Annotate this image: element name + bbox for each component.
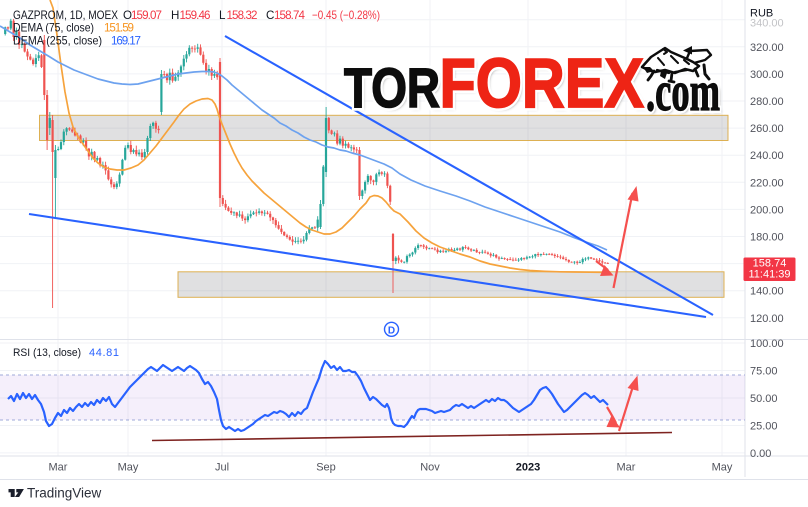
- svg-text:300.00: 300.00: [750, 69, 784, 81]
- svg-text:0.00: 0.00: [750, 448, 771, 460]
- svg-text:TOR: TOR: [347, 59, 443, 122]
- svg-text:11:41:39: 11:41:39: [748, 269, 790, 281]
- svg-text:140.00: 140.00: [750, 286, 784, 298]
- svg-text:340.00: 340.00: [750, 18, 784, 30]
- svg-text:C: C: [266, 9, 274, 22]
- svg-text:RSI (13, close): RSI (13, close): [13, 347, 81, 359]
- svg-text:151.59: 151.59: [104, 22, 134, 35]
- svg-text:44.81: 44.81: [89, 347, 119, 359]
- svg-text:RUB: RUB: [750, 8, 773, 20]
- svg-text:320.00: 320.00: [750, 42, 784, 54]
- svg-text:.com: .com: [648, 64, 722, 126]
- svg-text:−0.45 (−0.28%): −0.45 (−0.28%): [312, 9, 380, 22]
- svg-text:25.00: 25.00: [750, 421, 778, 433]
- svg-text:75.00: 75.00: [750, 366, 778, 378]
- svg-text:DEMA (255, close): DEMA (255, close): [13, 35, 102, 48]
- svg-text:L: L: [219, 9, 226, 22]
- svg-text:158.74: 158.74: [274, 9, 306, 22]
- svg-text:169.17: 169.17: [111, 35, 141, 48]
- svg-text:Sep: Sep: [316, 462, 336, 474]
- svg-text:Mar: Mar: [617, 462, 636, 474]
- svg-text:FOREX: FOREX: [440, 44, 645, 122]
- svg-text:Jul: Jul: [215, 462, 229, 474]
- svg-text:GAZPROM, 1D, MOEX: GAZPROM, 1D, MOEX: [13, 9, 118, 22]
- svg-text:240.00: 240.00: [750, 150, 784, 162]
- svg-text:158.74: 158.74: [753, 258, 787, 270]
- svg-text:TradingView: TradingView: [27, 486, 102, 501]
- svg-text:DEMA (75, close): DEMA (75, close): [13, 22, 94, 35]
- svg-text:O: O: [123, 9, 132, 22]
- svg-text:120.00: 120.00: [750, 313, 784, 325]
- svg-text:TOR: TOR: [344, 56, 440, 119]
- svg-text:159.07: 159.07: [131, 9, 162, 22]
- svg-text:TOR: TOR: [344, 56, 440, 119]
- svg-text:180.00: 180.00: [750, 232, 784, 244]
- svg-text:200.00: 200.00: [750, 204, 784, 216]
- svg-text:158.32: 158.32: [227, 9, 258, 22]
- svg-text:Mar: Mar: [49, 462, 68, 474]
- svg-text:260.00: 260.00: [750, 123, 784, 135]
- svg-text:H: H: [171, 9, 179, 22]
- svg-text:50.00: 50.00: [750, 393, 778, 405]
- svg-text:Nov: Nov: [420, 462, 440, 474]
- svg-text:D: D: [388, 325, 395, 336]
- svg-text:220.00: 220.00: [750, 177, 784, 189]
- svg-text:May: May: [712, 462, 733, 474]
- svg-text:FOREX: FOREX: [442, 47, 647, 125]
- svg-text:280.00: 280.00: [750, 96, 784, 108]
- svg-text:2023: 2023: [516, 462, 540, 474]
- svg-text:FOREX: FOREX: [440, 44, 645, 122]
- svg-text:May: May: [118, 462, 139, 474]
- svg-text:100.00: 100.00: [750, 338, 784, 350]
- svg-text:159.46: 159.46: [180, 9, 211, 22]
